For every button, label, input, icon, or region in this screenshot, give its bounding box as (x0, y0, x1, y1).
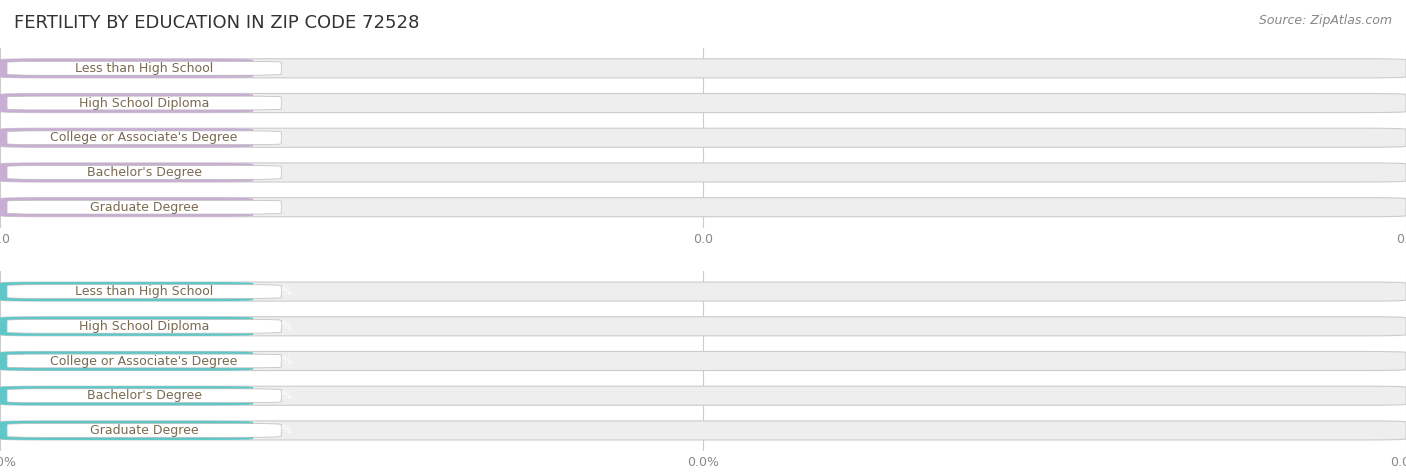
FancyBboxPatch shape (0, 59, 253, 78)
Text: Bachelor's Degree: Bachelor's Degree (87, 166, 201, 179)
FancyBboxPatch shape (0, 59, 1406, 78)
Text: 0.0%: 0.0% (264, 426, 292, 436)
Text: 0.0%: 0.0% (264, 391, 292, 401)
Text: Graduate Degree: Graduate Degree (90, 424, 198, 437)
Text: 0.0%: 0.0% (264, 321, 292, 331)
FancyBboxPatch shape (7, 389, 281, 403)
Text: 0.0: 0.0 (264, 133, 283, 143)
Text: 0.0: 0.0 (264, 98, 283, 108)
Text: 0.0: 0.0 (264, 168, 283, 178)
FancyBboxPatch shape (0, 198, 253, 217)
FancyBboxPatch shape (7, 285, 281, 298)
FancyBboxPatch shape (7, 131, 281, 144)
FancyBboxPatch shape (0, 128, 253, 147)
FancyBboxPatch shape (0, 352, 253, 370)
FancyBboxPatch shape (0, 421, 253, 440)
FancyBboxPatch shape (0, 352, 1406, 370)
FancyBboxPatch shape (7, 61, 281, 75)
FancyBboxPatch shape (0, 163, 253, 182)
Text: College or Associate's Degree: College or Associate's Degree (51, 354, 238, 368)
Text: Less than High School: Less than High School (75, 62, 214, 75)
Text: High School Diploma: High School Diploma (79, 96, 209, 110)
FancyBboxPatch shape (0, 282, 1406, 301)
FancyBboxPatch shape (7, 319, 281, 333)
FancyBboxPatch shape (0, 317, 1406, 336)
FancyBboxPatch shape (0, 386, 1406, 405)
Text: College or Associate's Degree: College or Associate's Degree (51, 131, 238, 144)
Text: 0.0%: 0.0% (264, 356, 292, 366)
FancyBboxPatch shape (0, 94, 1406, 113)
FancyBboxPatch shape (0, 421, 1406, 440)
FancyBboxPatch shape (7, 96, 281, 110)
FancyBboxPatch shape (0, 94, 253, 113)
Text: Bachelor's Degree: Bachelor's Degree (87, 389, 201, 402)
Text: High School Diploma: High School Diploma (79, 320, 209, 333)
FancyBboxPatch shape (7, 424, 281, 437)
Text: Less than High School: Less than High School (75, 285, 214, 298)
Text: 0.0: 0.0 (264, 202, 283, 212)
FancyBboxPatch shape (7, 354, 281, 368)
FancyBboxPatch shape (0, 163, 1406, 182)
FancyBboxPatch shape (7, 200, 281, 214)
Text: 0.0%: 0.0% (264, 286, 292, 296)
Text: 0.0: 0.0 (264, 63, 283, 73)
FancyBboxPatch shape (0, 128, 1406, 147)
FancyBboxPatch shape (0, 317, 253, 336)
Text: Graduate Degree: Graduate Degree (90, 200, 198, 214)
Text: FERTILITY BY EDUCATION IN ZIP CODE 72528: FERTILITY BY EDUCATION IN ZIP CODE 72528 (14, 14, 419, 32)
FancyBboxPatch shape (7, 166, 281, 180)
Text: Source: ZipAtlas.com: Source: ZipAtlas.com (1258, 14, 1392, 27)
FancyBboxPatch shape (0, 386, 253, 405)
FancyBboxPatch shape (0, 282, 253, 301)
FancyBboxPatch shape (0, 198, 1406, 217)
